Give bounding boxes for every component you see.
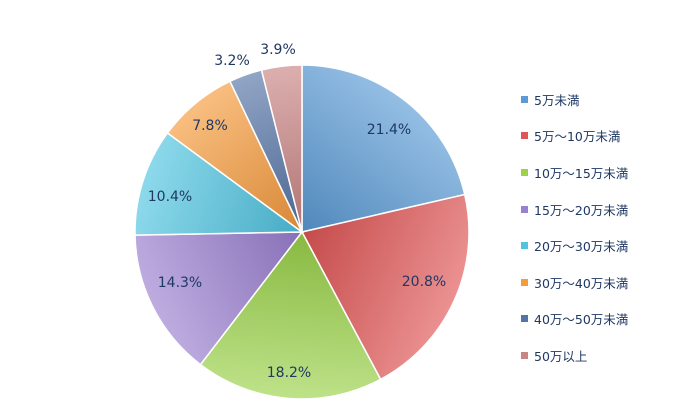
legend-item-6: 30万～40万未満 <box>521 264 696 301</box>
legend-swatch-8 <box>521 351 528 359</box>
pie-slices <box>134 64 470 400</box>
data-label-4: 14.3% <box>158 275 202 291</box>
legend-swatch-4 <box>521 205 528 213</box>
legend-label-8: 50万以上 <box>534 348 588 364</box>
data-label-8: 3.9% <box>260 42 296 58</box>
data-label-6: 7.8% <box>192 118 228 134</box>
pie-slice-8 <box>260 64 303 233</box>
legend-swatch-7 <box>521 315 528 323</box>
pie-slice-3 <box>199 230 382 400</box>
chart-legend: 5万未満 5万～10万未満 10万～15万未満 15万～20万未満 20万～30万未満 3… <box>521 81 696 374</box>
pie-data-labels: 21.4% 20.8% 18.2% 14.3% 10.4% 7.8% 3.2% 3.9% <box>148 42 446 381</box>
legend-item-4: 15万～20万未満 <box>521 191 696 228</box>
legend-label-4: 15万～20万未満 <box>534 202 629 218</box>
data-label-3: 18.2% <box>267 365 311 381</box>
legend-item-1: 5万未満 <box>521 81 696 118</box>
legend-swatch-3 <box>521 168 528 176</box>
legend-item-5: 20万～30万未満 <box>521 227 696 264</box>
legend-swatch-5 <box>521 242 528 250</box>
legend-label-5: 20万～30万未満 <box>534 239 629 255</box>
legend-label-1: 5万未満 <box>534 92 580 108</box>
pie-slice-5 <box>134 131 305 236</box>
legend-swatch-2 <box>521 132 528 140</box>
legend-item-8: 50万以上 <box>521 337 696 374</box>
legend-label-3: 10万～15万未満 <box>534 165 629 181</box>
pie-slice-4 <box>134 231 304 366</box>
legend-label-2: 5万～10万未満 <box>534 129 621 145</box>
legend-swatch-1 <box>521 95 528 103</box>
data-label-7: 3.2% <box>214 53 250 69</box>
legend-label-6: 30万～40万未満 <box>534 275 629 291</box>
data-label-1: 21.4% <box>367 122 411 138</box>
pie-slice-2 <box>300 193 470 381</box>
legend-swatch-6 <box>521 278 528 286</box>
legend-label-7: 40万～50万未満 <box>534 312 629 328</box>
legend-item-2: 5万～10万未満 <box>521 118 696 155</box>
pie-slice-1 <box>301 64 466 233</box>
legend-item-3: 10万～15万未満 <box>521 154 696 191</box>
data-label-2: 20.8% <box>402 274 446 290</box>
legend-item-7: 40万～50万未満 <box>521 301 696 338</box>
data-label-5: 10.4% <box>148 189 192 205</box>
